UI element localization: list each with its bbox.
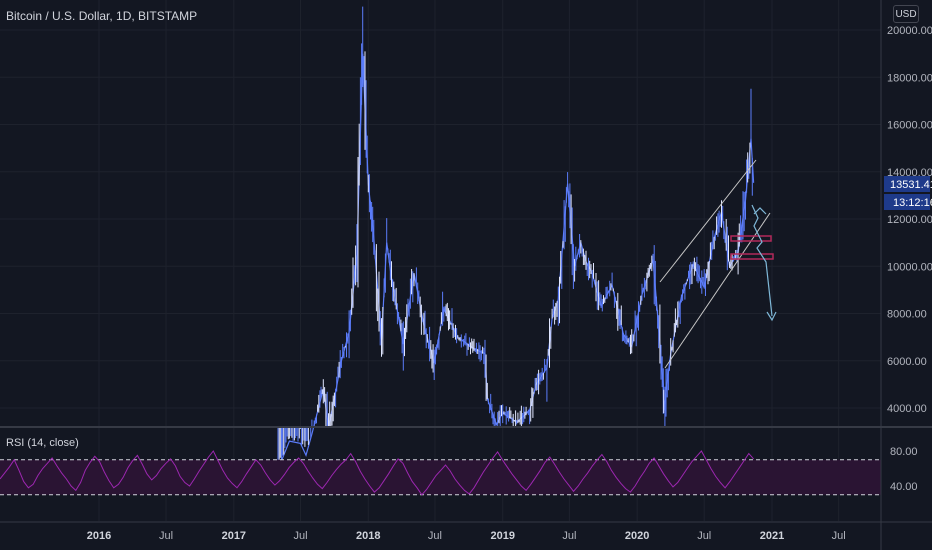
rsi-pane [0, 450, 881, 496]
grid-lines [0, 0, 881, 521]
time-tick-label: Jul [562, 530, 576, 542]
price-tick-label: 4000.00 [887, 403, 927, 415]
price-tick-label: 16000.00 [887, 120, 932, 132]
countdown-badge [884, 194, 930, 210]
channel-lower-line[interactable] [664, 212, 771, 369]
time-tick-label: Jul [832, 530, 846, 542]
time-tick-label: 2021 [760, 530, 784, 542]
rsi-line [0, 450, 754, 496]
price-tick-label: 18000.00 [887, 72, 932, 84]
price-tick-label: 10000.00 [887, 261, 932, 273]
rsi-tick-label: 40.00 [890, 481, 918, 493]
support-zone[interactable] [730, 253, 774, 260]
countdown-text: 13:12:16 [893, 197, 932, 209]
symbol-title: Bitcoin / U.S. Dollar, 1D, BITSTAMP [6, 9, 198, 23]
last-price-badge [884, 176, 930, 192]
price-tick-label: 8000.00 [887, 309, 927, 321]
price-series [277, 6, 755, 470]
rsi-indicator-label[interactable]: RSI (14, close) [6, 437, 79, 449]
time-tick-label: 2020 [625, 530, 649, 542]
price-tick-label: 14000.00 [887, 167, 932, 179]
time-tick-label: Jul [697, 530, 711, 542]
time-tick-label: Jul [428, 530, 442, 542]
time-tick-label: 2018 [356, 530, 380, 542]
rsi-axis[interactable]: 80.00 40.00 [890, 446, 918, 493]
time-tick-label: 2019 [490, 530, 514, 542]
zigzag-arrow-icon [753, 207, 767, 215]
rsi-tick-label: 80.00 [890, 446, 918, 458]
drawing-overlays [659, 159, 777, 369]
price-tick-label: 12000.00 [887, 214, 932, 226]
time-tick-label: Jul [159, 530, 173, 542]
channel-upper-line[interactable] [659, 159, 757, 283]
resistance-zone[interactable] [730, 235, 772, 242]
rsi-band [0, 459, 881, 495]
time-tick-label: 2016 [87, 530, 111, 542]
price-line [277, 53, 755, 470]
price-badges: 13531.41 13:12:16 [884, 176, 932, 210]
price-axis[interactable]: 4000.00 6000.00 8000.00 10000.00 12000.00 140… [887, 25, 932, 415]
forecast-arrow-path[interactable] [751, 204, 773, 317]
time-axis[interactable]: 2016 Jul 2017 Jul 2018 Jul 2019 Jul 2020 Jul 2021 J… [87, 530, 846, 542]
last-price-text: 13531.41 [890, 179, 932, 191]
currency-button[interactable]: USD [893, 5, 919, 23]
time-tick-label: Jul [293, 530, 307, 542]
time-tick-label: 2017 [222, 530, 246, 542]
forecast-arrow-head-icon [766, 311, 777, 322]
price-tick-label: 20000.00 [887, 25, 932, 37]
price-tick-label: 6000.00 [887, 356, 927, 368]
